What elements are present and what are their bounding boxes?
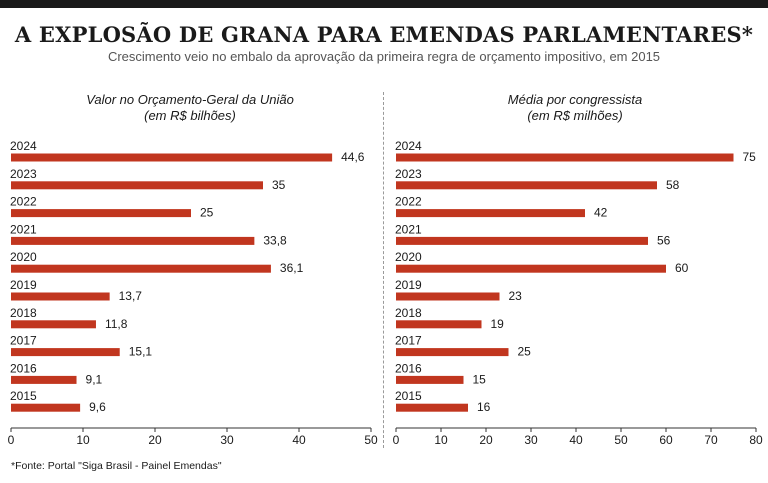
bar (396, 236, 648, 245)
data-label: 19 (491, 317, 505, 331)
category-label: 2020 (395, 250, 422, 264)
x-tick-label: 30 (220, 433, 234, 447)
category-label: 2015 (395, 389, 422, 403)
bar (396, 264, 666, 273)
chart-divider (383, 92, 384, 448)
x-tick-label: 10 (76, 433, 90, 447)
page-subtitle: Crescimento veio no embalo da aprovação … (107, 49, 661, 64)
data-label: 36,1 (280, 261, 304, 275)
x-tick-label: 70 (704, 433, 718, 447)
category-label: 2015 (10, 389, 37, 403)
data-label: 9,1 (86, 372, 103, 386)
category-label: 2022 (395, 195, 422, 209)
x-tick-label: 50 (364, 433, 378, 447)
chart-unit: (em R$ milhões) (527, 108, 622, 123)
data-label: 15 (473, 372, 487, 386)
data-label: 58 (666, 178, 680, 192)
bar (396, 209, 585, 218)
chart-unit: (em R$ bilhões) (144, 108, 236, 123)
x-tick-label: 60 (659, 433, 673, 447)
data-label: 35 (272, 178, 286, 192)
data-label: 13,7 (119, 289, 143, 303)
data-label: 60 (675, 261, 689, 275)
bar (11, 320, 96, 329)
category-label: 2021 (10, 222, 37, 236)
category-label: 2017 (10, 334, 37, 348)
category-label: 2018 (395, 306, 422, 320)
category-label: 2018 (10, 306, 37, 320)
data-label: 25 (200, 206, 214, 220)
data-label: 44,6 (341, 150, 365, 164)
data-label: 23 (509, 289, 523, 303)
x-tick-label: 40 (569, 433, 583, 447)
x-tick-label: 0 (393, 433, 400, 447)
x-tick-label: 20 (479, 433, 493, 447)
category-label: 2016 (395, 361, 422, 375)
x-tick-label: 20 (148, 433, 162, 447)
bar (11, 348, 120, 357)
bar (11, 292, 110, 301)
bar (396, 181, 657, 190)
x-tick-label: 30 (524, 433, 538, 447)
x-tick-label: 50 (614, 433, 628, 447)
x-tick-label: 10 (434, 433, 448, 447)
category-label: 2019 (395, 278, 422, 292)
data-label: 25 (518, 345, 532, 359)
bar (11, 403, 81, 412)
x-tick-label: 80 (749, 433, 763, 447)
bar (396, 153, 734, 162)
bar (11, 264, 271, 273)
data-label: 16 (477, 400, 491, 414)
bar (11, 375, 77, 384)
category-label: 2023 (395, 167, 422, 181)
data-label: 75 (743, 150, 757, 164)
category-label: 2024 (395, 139, 422, 153)
page-title: A EXPLOSÃO DE GRANA PARA EMENDAS PARLAME… (14, 22, 754, 47)
bar (396, 375, 464, 384)
category-label: 2024 (10, 139, 37, 153)
category-label: 2019 (10, 278, 37, 292)
bar (396, 403, 468, 412)
chart-title: Valor no Orçamento-Geral da União (86, 92, 294, 107)
data-label: 11,8 (105, 317, 128, 331)
data-label: 56 (657, 233, 671, 247)
source-note: *Fonte: Portal "Siga Brasil - Painel Eme… (11, 460, 222, 472)
bar (396, 320, 482, 329)
data-label: 15,1 (129, 345, 153, 359)
category-label: 2021 (395, 222, 422, 236)
bar (11, 153, 333, 162)
bar (11, 236, 255, 245)
data-label: 42 (594, 206, 608, 220)
chart-title: Média por congressista (508, 92, 642, 107)
chart-valor-orcamento: Valor no Orçamento-Geral da União(em R$ … (8, 92, 378, 447)
bar (396, 292, 500, 301)
category-label: 2023 (10, 167, 37, 181)
x-tick-label: 0 (8, 433, 15, 447)
top-rule (0, 0, 768, 8)
data-label: 33,8 (263, 233, 287, 247)
x-tick-label: 40 (292, 433, 306, 447)
category-label: 2017 (395, 334, 422, 348)
bar (11, 181, 263, 190)
category-label: 2020 (10, 250, 37, 264)
chart-media-congressista: Média por congressista(em R$ milhões)202… (393, 92, 763, 447)
category-label: 2016 (10, 361, 37, 375)
bar (396, 348, 509, 357)
bar (11, 209, 191, 218)
data-label: 9,6 (89, 400, 106, 414)
category-label: 2022 (10, 195, 37, 209)
